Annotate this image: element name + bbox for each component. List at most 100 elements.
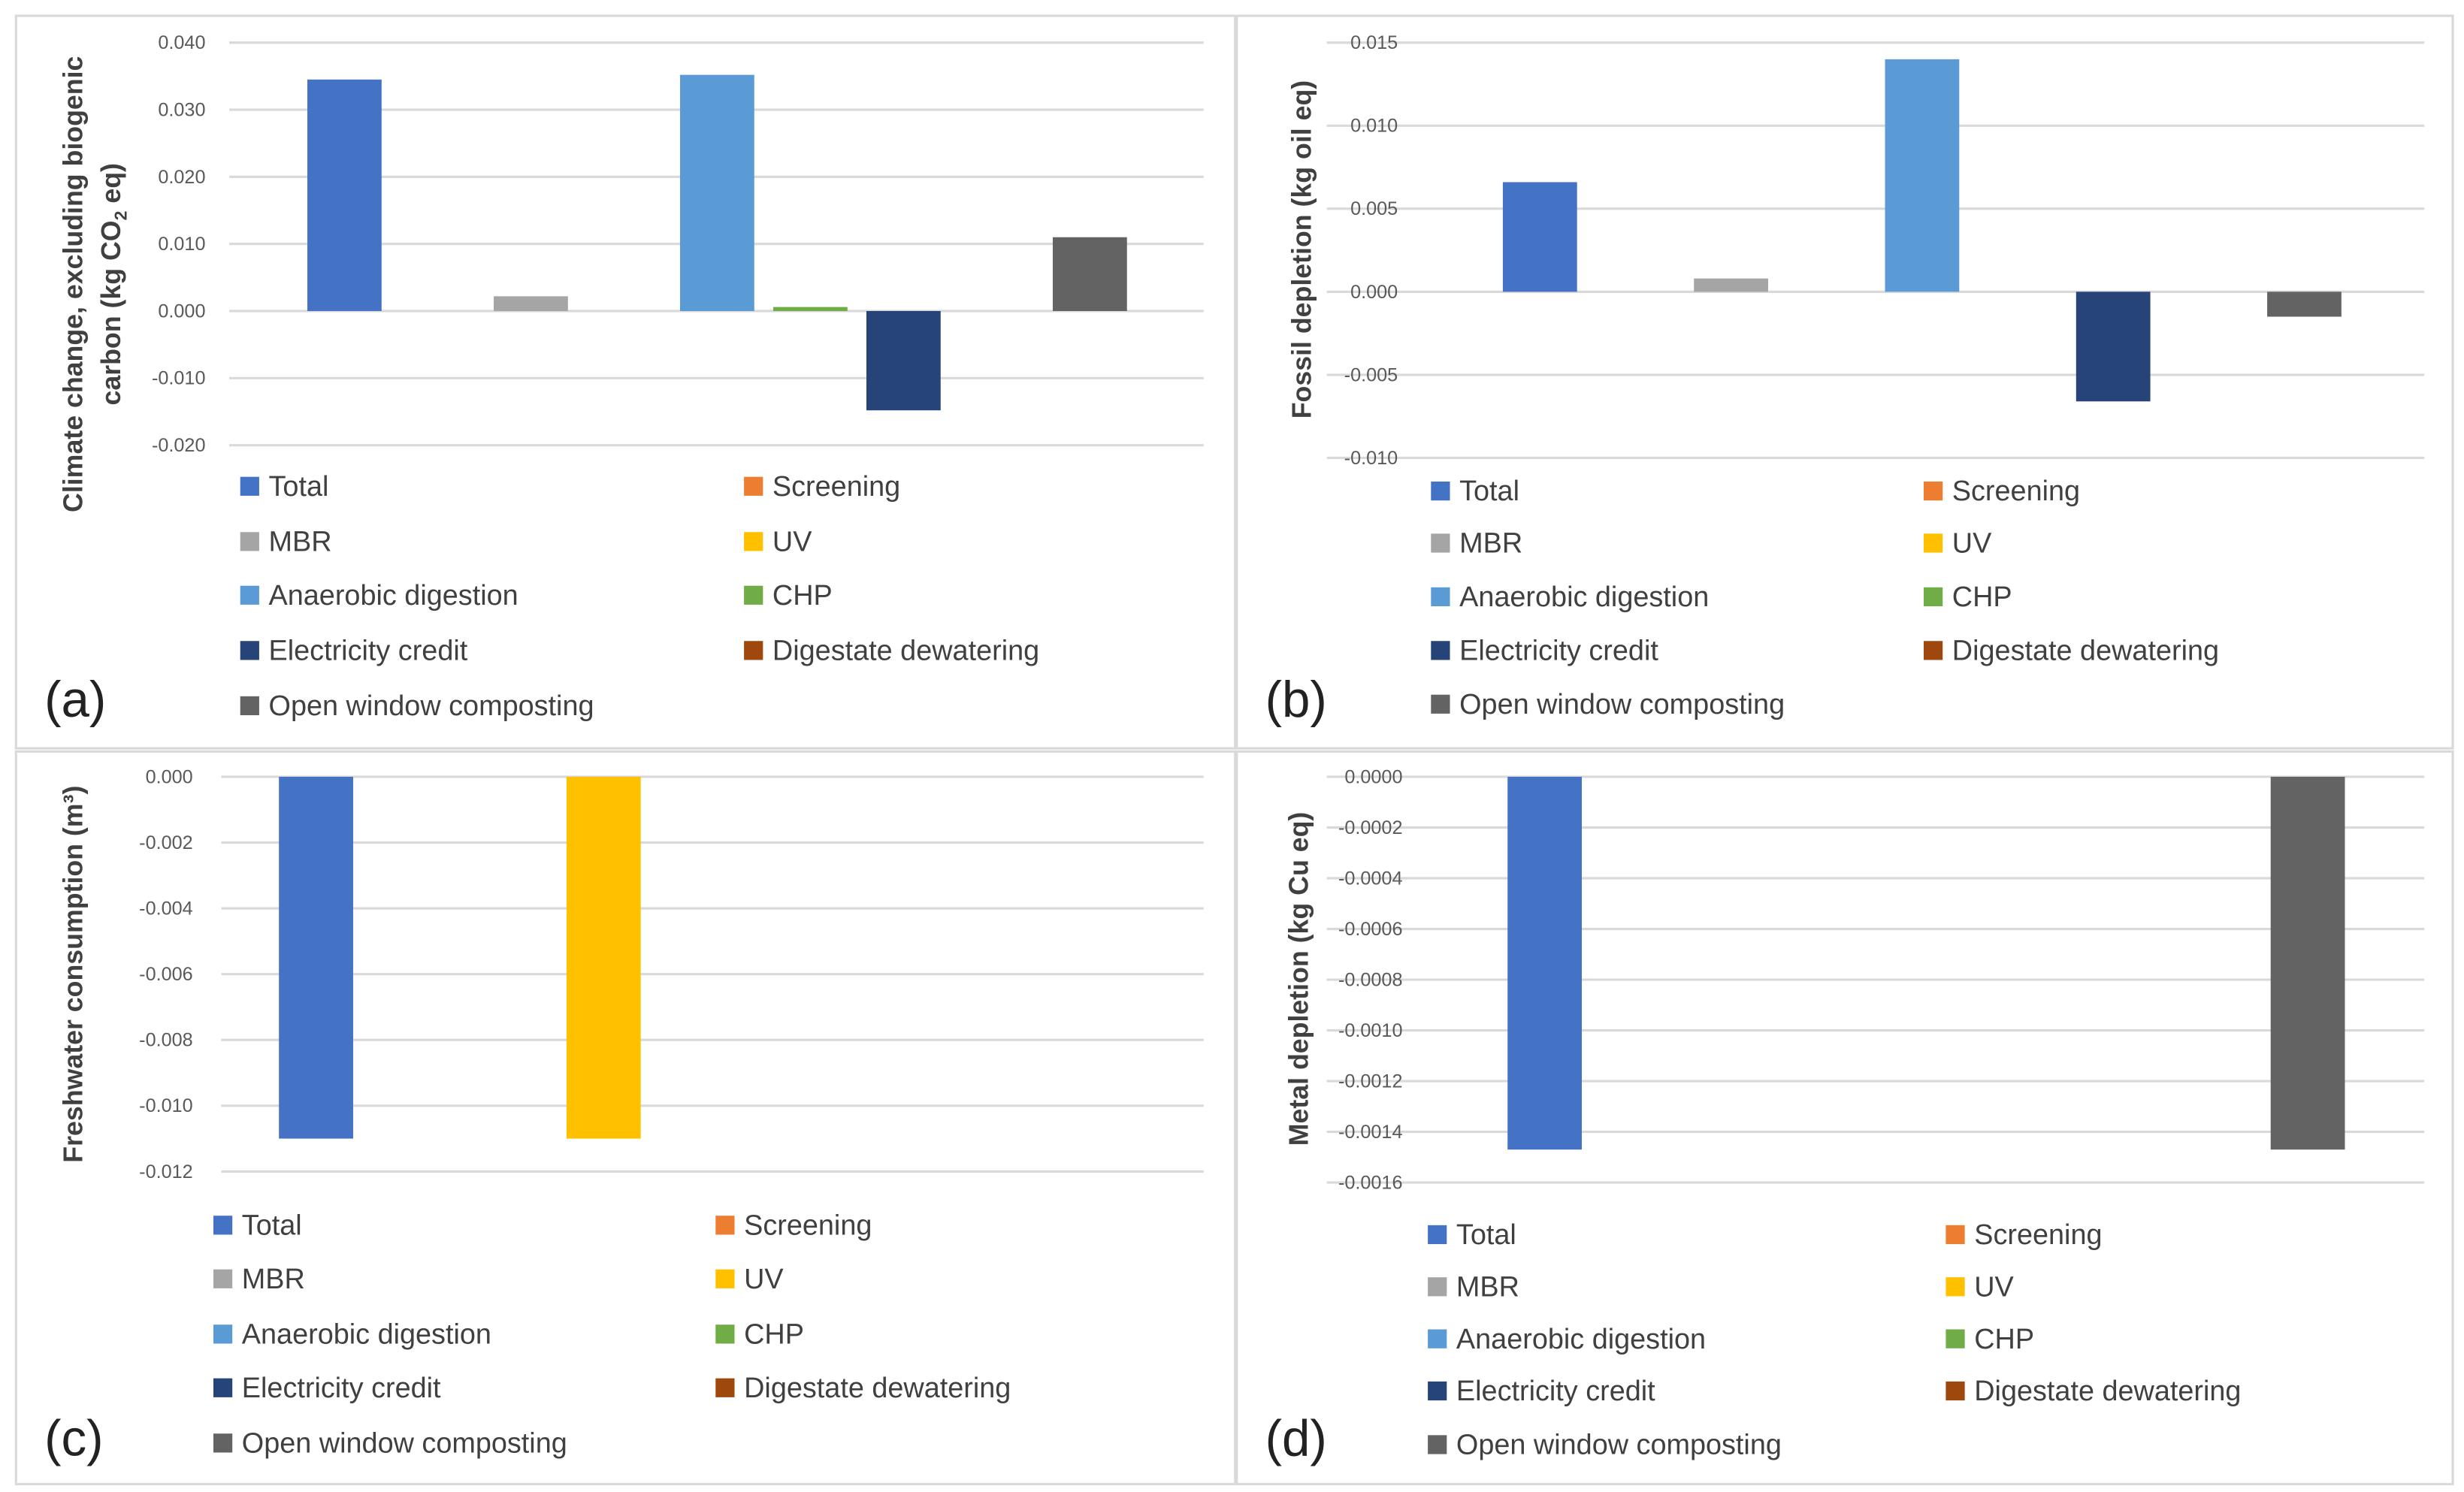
bar-total — [307, 79, 382, 312]
legend-item: Electricity credit — [1428, 1376, 1655, 1407]
y-tick-label: 0.010 — [1350, 116, 1398, 137]
legend: Total Screening MBR UV Anaerobic digestion CH… — [1428, 1219, 2241, 1461]
legend-label: Total — [1459, 476, 1519, 507]
legend-swatch — [744, 532, 763, 551]
legend-swatch — [1431, 533, 1450, 553]
legend-label: Electricity credit — [1459, 635, 1658, 666]
y-tick-label: -0.0002 — [1338, 817, 1402, 838]
chart-panel-b: 0.015 0.010 0.005 0.000 -0.005 -0.010 Fossil d… — [1235, 14, 2454, 750]
chart-panel-a: 0.040 0.030 0.020 0.010 0.000 -0.010 -0.020 Cli… — [14, 14, 1237, 750]
y-tick-label: -0.020 — [152, 435, 205, 456]
bar-total — [1502, 182, 1577, 292]
legend-label: Digestate dewatering — [772, 635, 1039, 666]
legend-swatch — [715, 1378, 735, 1397]
legend-swatch — [213, 1433, 233, 1453]
y-tick-label: -0.0006 — [1338, 919, 1402, 940]
y-tick-label: -0.006 — [139, 964, 192, 985]
legend-item: Electricity credit — [1431, 635, 1658, 666]
y-tick-label: 0.005 — [1350, 198, 1398, 219]
legend-item: UV — [715, 1264, 784, 1295]
bar-mbr — [494, 296, 568, 312]
legend-swatch — [1431, 481, 1450, 501]
y-tick-label: 0.010 — [158, 234, 205, 255]
legend-label: Screening — [744, 1210, 872, 1241]
panel-border — [14, 14, 1237, 750]
legend-swatch — [744, 476, 763, 496]
legend-swatch — [1431, 641, 1450, 660]
panel-label: (c) — [44, 1411, 103, 1467]
legend-label: Open window composting — [1459, 689, 1785, 720]
y-tick-label: -0.0010 — [1338, 1020, 1402, 1041]
y-tick-label: 0.0000 — [1344, 766, 1402, 787]
legend-label: Anaerobic digestion — [242, 1318, 491, 1350]
y-axis-title: Freshwater consumption (m³) — [59, 786, 89, 1163]
panel-border — [1235, 750, 2454, 1486]
y-title-subscript: 2 — [110, 211, 130, 221]
legend-item: Open window composting — [1428, 1430, 1782, 1461]
legend-item: Screening — [1946, 1219, 2103, 1251]
legend-item: Total — [213, 1210, 302, 1241]
legend-label: UV — [744, 1264, 784, 1295]
legend-label: Electricity credit — [269, 635, 468, 666]
legend-label: Electricity credit — [1456, 1376, 1655, 1407]
legend-item: Digestate dewatering — [744, 635, 1039, 666]
legend-swatch — [1428, 1225, 1447, 1245]
legend-item: Digestate dewatering — [715, 1373, 1011, 1404]
legend-item: Digestate dewatering — [1946, 1376, 2241, 1407]
legend-label: Open window composting — [1456, 1430, 1782, 1461]
legend-item: Open window composting — [213, 1427, 567, 1459]
legend-swatch — [240, 532, 259, 551]
legend-item: MBR — [240, 526, 332, 557]
legend-label: MBR — [269, 526, 332, 557]
y-axis-title: Metal depletion (kg Cu eq) — [1283, 812, 1314, 1146]
legend-label: Open window composting — [242, 1427, 567, 1459]
legend-item: Total — [1428, 1219, 1516, 1251]
legend-label: Total — [1456, 1219, 1516, 1251]
legend-label: UV — [1974, 1271, 2014, 1303]
legend-item: Anaerobic digestion — [1428, 1324, 1706, 1355]
y-tick-label: 0.030 — [158, 99, 205, 120]
y-tick-label: -0.010 — [139, 1095, 192, 1116]
y-tick-label: 0.040 — [158, 32, 205, 53]
bar-chp — [772, 307, 848, 312]
legend-swatch — [715, 1216, 735, 1235]
legend-item: MBR — [213, 1264, 305, 1295]
legend-swatch — [1431, 694, 1450, 714]
legend-item: Electricity credit — [240, 635, 468, 666]
legend-label: Electricity credit — [242, 1373, 441, 1404]
legend-item: Open window composting — [240, 690, 594, 722]
legend-swatch — [715, 1324, 735, 1344]
y-title-text: carbon (kg CO — [96, 220, 126, 405]
legend-label: Screening — [1974, 1219, 2102, 1251]
legend-item: Open window composting — [1431, 689, 1785, 720]
y-tick-label: -0.008 — [139, 1030, 192, 1051]
legend-item: UV — [744, 526, 812, 557]
legend-item: Electricity credit — [213, 1373, 441, 1404]
legend-item: CHP — [744, 580, 833, 612]
legend-label: Digestate dewatering — [1952, 635, 2219, 666]
legend-swatch — [1428, 1277, 1447, 1297]
y-tick-label: -0.0004 — [1338, 868, 1402, 889]
y-tick-label: -0.0016 — [1338, 1172, 1402, 1193]
legend-label: Screening — [772, 471, 900, 503]
legend-item: CHP — [715, 1318, 804, 1350]
panel-label: (a) — [44, 672, 106, 728]
legend-swatch — [1428, 1381, 1447, 1401]
legend-swatch — [744, 585, 763, 605]
bar-electricity-credit — [866, 311, 941, 411]
y-title-text: eq) — [96, 163, 126, 211]
legend-label: Digestate dewatering — [744, 1373, 1011, 1404]
legend-label: Anaerobic digestion — [1456, 1324, 1706, 1355]
legend-swatch — [240, 641, 259, 660]
y-tick-label: -0.012 — [139, 1161, 192, 1182]
legend-swatch — [213, 1324, 233, 1344]
legend-swatch — [1428, 1435, 1447, 1454]
y-tick-label: 0.000 — [158, 301, 205, 322]
y-axis-title: Climate change, excluding biogenic — [59, 56, 89, 512]
bar-open-window-composting — [2267, 291, 2342, 317]
legend-label: MBR — [1459, 528, 1522, 560]
legend-swatch — [213, 1216, 233, 1235]
legend: Total Screening MBR UV Anaerobic digestion CH… — [1431, 476, 2219, 720]
legend-swatch — [240, 585, 259, 605]
y-tick-label: -0.010 — [1344, 448, 1398, 469]
